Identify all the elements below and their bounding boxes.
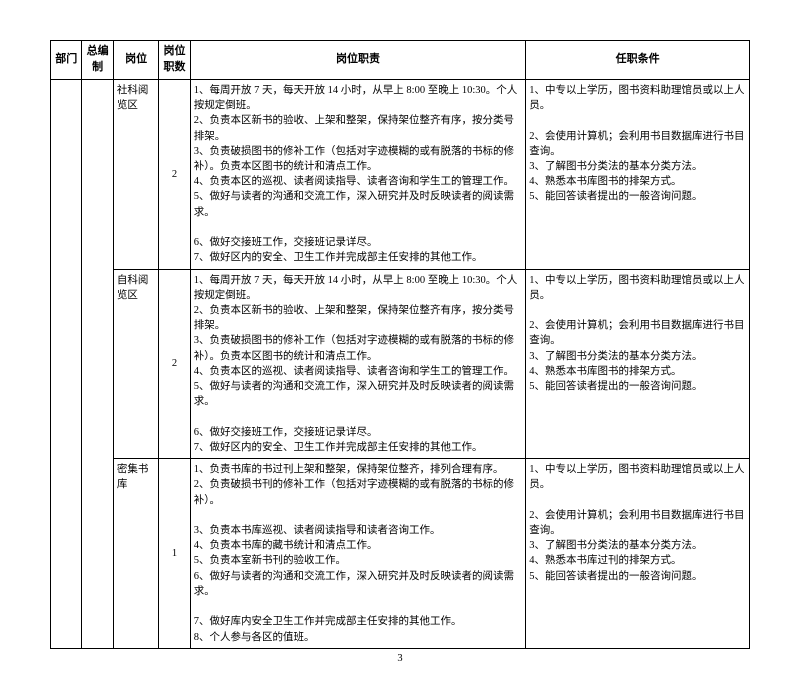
duties-cell: 1、每周开放 7 天，每天开放 14 小时，从早上 8:00 至晚上 10:30… — [190, 269, 526, 459]
position-count-cell: 1 — [159, 459, 190, 649]
job-table: 部门 总编制 岗位 岗位职数 岗位职责 任职条件 社科阅览区 2 1、每周开放 … — [50, 40, 750, 649]
header-row: 部门 总编制 岗位 岗位职数 岗位职责 任职条件 — [51, 41, 750, 80]
header-total-staff: 总编制 — [82, 41, 113, 80]
position-count-cell: 2 — [159, 269, 190, 459]
page-number: 3 — [50, 653, 750, 664]
header-duties: 岗位职责 — [190, 41, 526, 80]
table-row: 社科阅览区 2 1、每周开放 7 天，每天开放 14 小时，从早上 8:00 至… — [51, 79, 750, 269]
header-position-count: 岗位职数 — [159, 41, 190, 80]
requirements-cell: 1、中专以上学历，图书资料助理馆员或以上人员。 2、会使用计算机；会利用书目数据… — [526, 459, 750, 649]
duties-cell: 1、负责书库的书过刊上架和整架，保持架位整齐，排列合理有序。2、负责破损书刊的修… — [190, 459, 526, 649]
position-cell: 密集书库 — [113, 459, 158, 649]
total-staff-cell — [82, 79, 113, 648]
position-cell: 社科阅览区 — [113, 79, 158, 269]
header-department: 部门 — [51, 41, 82, 80]
requirements-cell: 1、中专以上学历，图书资料助理馆员或以上人员。 2、会使用计算机；会利用书目数据… — [526, 269, 750, 459]
requirements-cell: 1、中专以上学历，图书资料助理馆员或以上人员。 2、会使用计算机；会利用书目数据… — [526, 79, 750, 269]
table-row: 密集书库 1 1、负责书库的书过刊上架和整架，保持架位整齐，排列合理有序。2、负… — [51, 459, 750, 649]
position-count-cell: 2 — [159, 79, 190, 269]
header-requirements: 任职条件 — [526, 41, 750, 80]
department-cell — [51, 79, 82, 648]
table-row: 自科阅览区 2 1、每周开放 7 天，每天开放 14 小时，从早上 8:00 至… — [51, 269, 750, 459]
header-position: 岗位 — [113, 41, 158, 80]
duties-cell: 1、每周开放 7 天，每天开放 14 小时，从早上 8:00 至晚上 10:30… — [190, 79, 526, 269]
position-cell: 自科阅览区 — [113, 269, 158, 459]
